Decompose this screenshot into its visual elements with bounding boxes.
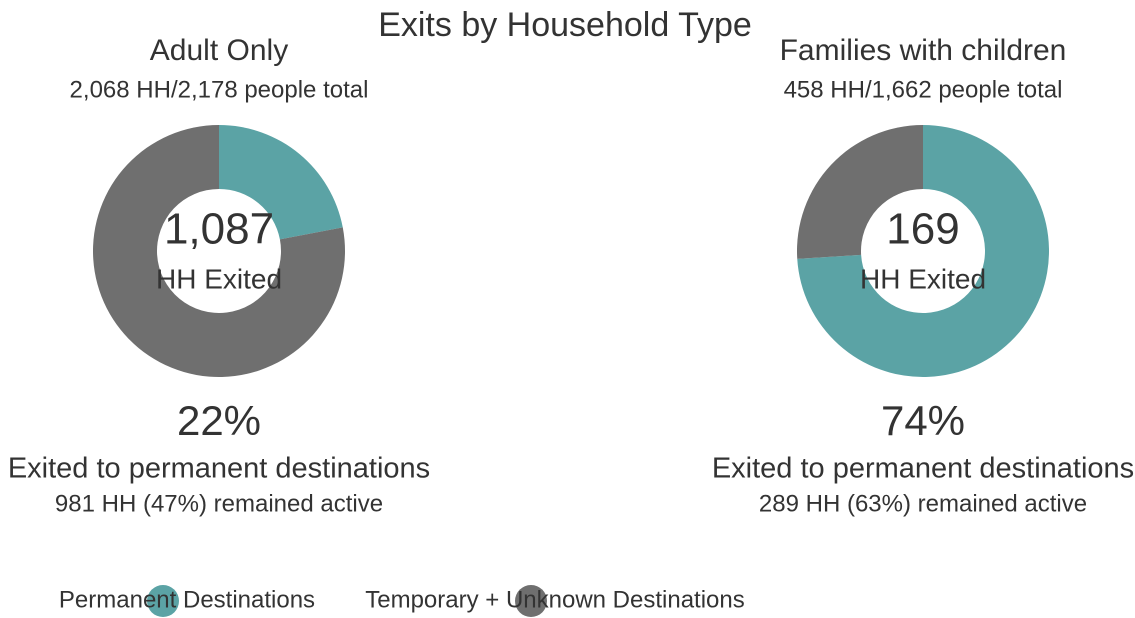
legend-swatch: [515, 585, 547, 617]
donut-segment: [797, 125, 1050, 378]
value-label: 22%: [177, 397, 261, 444]
caption: Exited to permanent destinations: [8, 453, 430, 485]
caption: Exited to permanent destinations: [712, 453, 1134, 485]
chart-subtitle: 458 HH/1,662 people total: [784, 76, 1063, 103]
chart-subtitle: 2,068 HH/2,178 people total: [70, 76, 369, 103]
donut-segment: [797, 125, 923, 259]
center-value: 1,087: [164, 205, 274, 254]
chart-subtitle-title: Families with children: [780, 34, 1067, 67]
donut-segment: [93, 125, 345, 378]
legend-swatch: [147, 585, 179, 617]
note: 289 HH (63%) remained active: [759, 490, 1087, 517]
center-text: HH Exited: [156, 263, 282, 294]
legend-label: Permanent Destinations: [59, 586, 315, 613]
note: 981 HH (47%) remained active: [55, 490, 383, 517]
chart-subtitle-title: Adult Only: [150, 34, 288, 67]
value-label: 74%: [881, 397, 965, 444]
legend-label: Temporary + Unknown Destinations: [365, 586, 745, 613]
center-text: HH Exited: [860, 263, 986, 294]
center-value: 169: [886, 205, 959, 254]
donut-segment: [219, 125, 343, 240]
chart-title: Exits by Household Type: [378, 6, 752, 44]
